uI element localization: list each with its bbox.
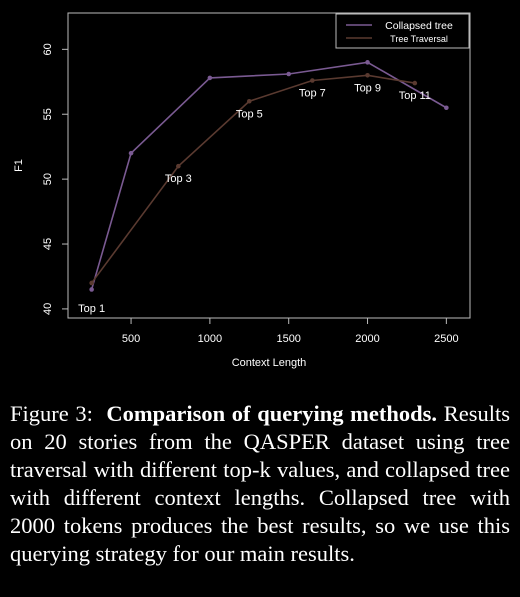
x-tick-label: 2500: [434, 333, 458, 345]
series-line-2: [91, 74, 415, 284]
y-axis-label: F1: [13, 159, 25, 172]
series-2-point: [176, 163, 181, 169]
plot-frame: [67, 12, 471, 319]
point-annotation: Top 5: [236, 108, 263, 120]
series-2-point: [365, 72, 370, 78]
x-tick-label: 2000: [355, 333, 379, 345]
series-line-1: [90, 61, 447, 290]
series-1-point: [365, 60, 370, 65]
point-annotation: Top 1: [78, 303, 105, 315]
y-tick-label: 45: [42, 238, 54, 250]
caption-body: Results on 20 stories from the QASPER da…: [10, 401, 511, 566]
point-annotation: Top 11: [399, 90, 431, 102]
y-tick-label: 60: [42, 43, 54, 55]
x-axis-label: Context Length: [232, 357, 307, 369]
series-1-point: [444, 105, 449, 111]
series-1-point: [207, 75, 213, 81]
series-1-point: [128, 150, 134, 156]
y-tick-label: 40: [42, 303, 54, 315]
series-2-point: [89, 280, 94, 286]
series-2-point: [310, 78, 315, 83]
point-annotation: Top 3: [165, 173, 192, 185]
point-annotation: Top 9: [354, 82, 381, 94]
series-2-point: [412, 80, 418, 86]
series-1-point: [286, 71, 292, 77]
x-tick-label: 500: [122, 333, 140, 345]
caption-title: Comparison of querying methods.: [106, 401, 438, 426]
y-tick-label: 50: [42, 173, 54, 185]
y-tick-label: 55: [42, 108, 54, 120]
legend-box: [335, 13, 470, 49]
series-2-point: [246, 98, 252, 104]
line-chart: 500 1000 1500 2000 2500 40 45 50 55 60 Context Len…: [13, 12, 471, 369]
caption-label: Figure 3:: [10, 401, 93, 426]
point-annotation: Top 7: [299, 87, 326, 99]
figure-caption: Figure 3: Comparison of querying methods…: [10, 400, 510, 568]
x-tick-label: 1500: [276, 333, 300, 345]
x-tick-label: 1000: [198, 333, 222, 345]
legend-label-2: Tree Traversal: [390, 34, 448, 44]
legend-label-1: Collapsed tree: [385, 20, 453, 32]
series-1-point: [89, 287, 94, 292]
